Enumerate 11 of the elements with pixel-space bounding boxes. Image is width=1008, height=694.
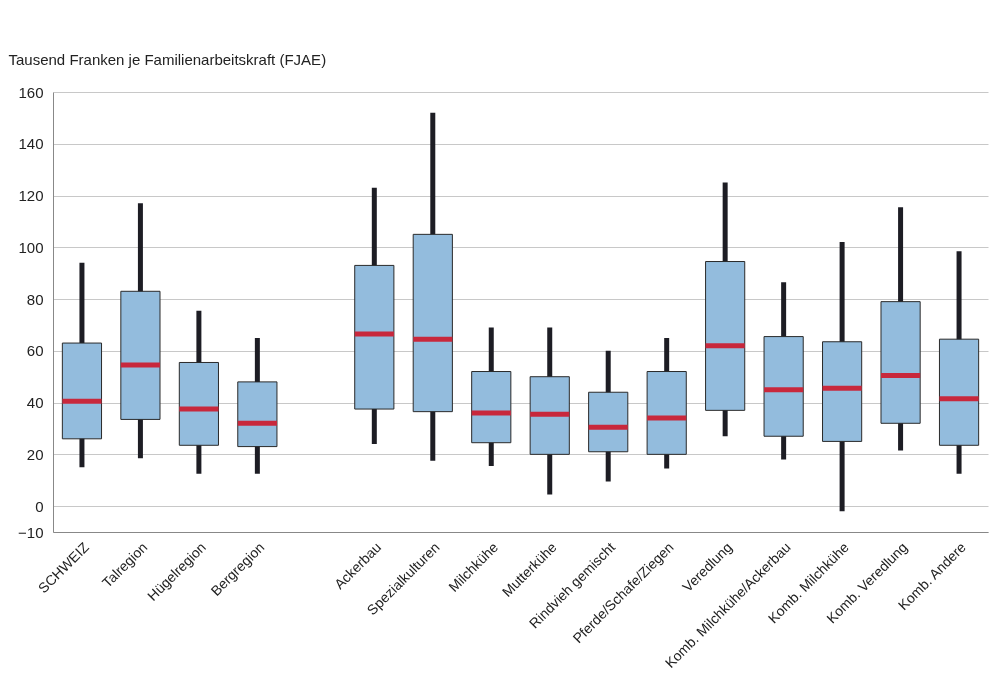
y-tick-label: 0 <box>35 497 44 515</box>
y-tick-label: 160 <box>18 83 44 101</box>
y-tick-label: −10 <box>18 523 44 541</box>
y-tick-label: 40 <box>26 394 44 412</box>
y-tick-label: 20 <box>26 445 44 463</box>
y-tick-label: 100 <box>18 238 44 256</box>
y-tick-label: 120 <box>18 187 44 205</box>
y-tick-label: 80 <box>26 290 44 308</box>
y-tick-label: 60 <box>26 342 44 360</box>
y-axis-title: Tausend Franken je Familienarbeitskraft (FJAE) <box>8 50 327 68</box>
y-tick-label: 140 <box>18 135 44 153</box>
